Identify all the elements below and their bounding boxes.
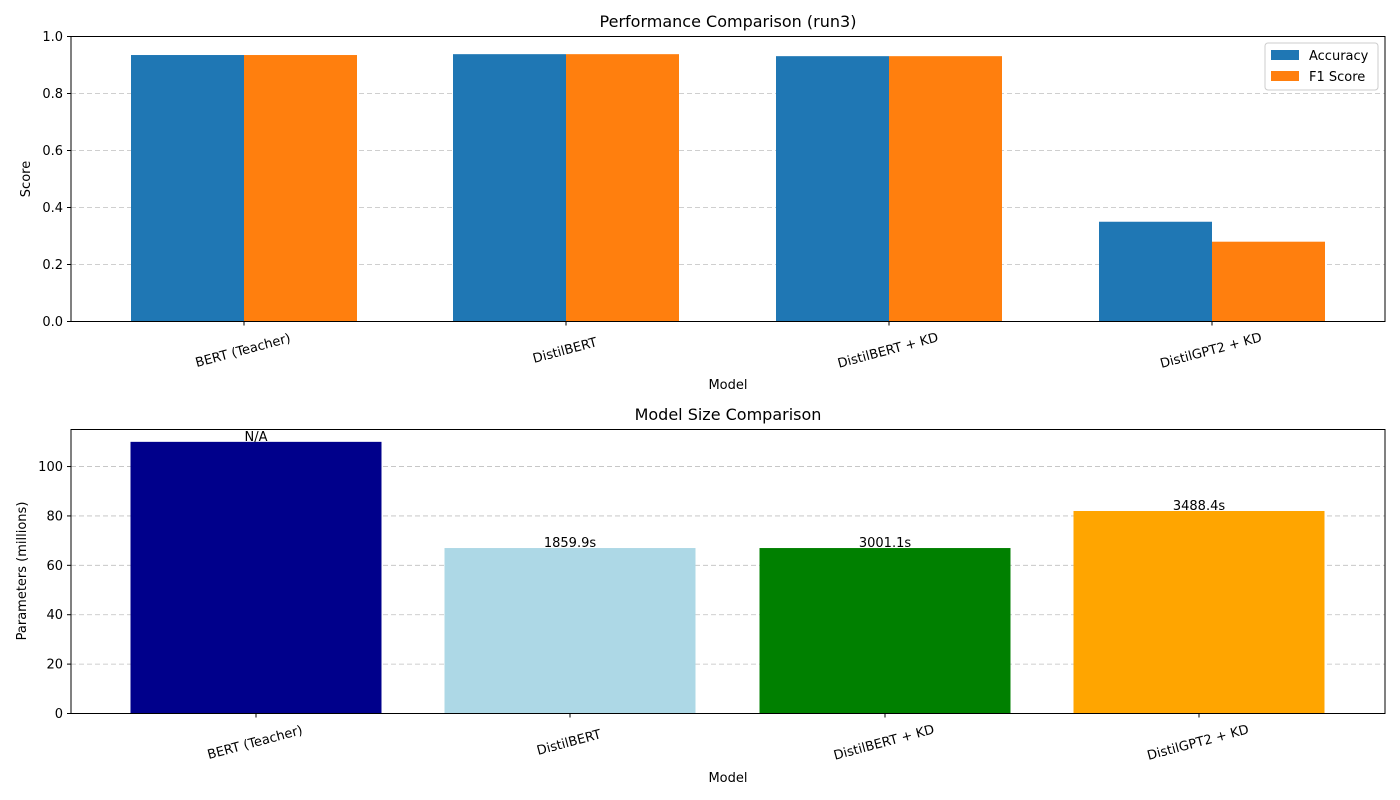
y-tick-label: 40 bbox=[46, 608, 63, 623]
y-tick-label: 60 bbox=[46, 559, 63, 574]
performance-plot-frame bbox=[70, 36, 1386, 322]
y-tick-label: 0.2 bbox=[42, 258, 63, 273]
performance-y-axis-label: Score bbox=[19, 161, 34, 197]
y-tick-label: 80 bbox=[46, 509, 63, 524]
y-tick-label: 0 bbox=[55, 707, 63, 722]
performance-x-axis-label: Model bbox=[708, 378, 747, 393]
bar-accuracy-bert-teacher bbox=[131, 55, 244, 322]
bar-size-distilgpt2-kd bbox=[1073, 510, 1325, 714]
x-tick-label-distilbert: DistilBERT bbox=[531, 335, 599, 367]
y-tick-label: 0.8 bbox=[42, 87, 63, 102]
performance-chart: Performance Comparison (run3) Model Scor… bbox=[19, 12, 1386, 393]
legend-swatch-accuracy bbox=[1271, 50, 1299, 60]
data-label-distilbert: 1859.9s bbox=[544, 536, 596, 551]
y-tick-label: 100 bbox=[38, 460, 63, 475]
x-tick-label-distilbert: DistilBERT bbox=[535, 727, 603, 759]
x-tick-label-distilgpt2-kd: DistilGPT2 + KD bbox=[1159, 330, 1264, 372]
x-tick-label-distilbert-kd: DistilBERT + KD bbox=[836, 330, 940, 371]
y-tick-label: 1.0 bbox=[42, 30, 63, 45]
bar-size-distilbert-kd bbox=[759, 548, 1011, 714]
y-tick-label: 0.6 bbox=[42, 144, 63, 159]
bar-f1-score-bert-teacher bbox=[244, 55, 357, 322]
size-chart-title: Model Size Comparison bbox=[635, 405, 822, 424]
size-plot-frame bbox=[70, 429, 1386, 714]
performance-legend: Accuracy F1 Score bbox=[1264, 42, 1379, 91]
y-tick-label: 20 bbox=[46, 658, 63, 673]
bar-accuracy-distilbert bbox=[453, 54, 566, 322]
size-x-axis-label: Model bbox=[708, 771, 747, 786]
bar-f1-score-distilbert-kd bbox=[889, 56, 1002, 322]
bar-f1-score-distilbert bbox=[566, 54, 679, 322]
data-label-bert-teacher: N/A bbox=[245, 430, 268, 445]
y-tick-label: 0.4 bbox=[42, 201, 63, 216]
x-tick-label-bert-teacher: BERT (Teacher) bbox=[206, 723, 304, 763]
bar-accuracy-distilgpt2-kd bbox=[1099, 221, 1212, 322]
legend-label-accuracy: Accuracy bbox=[1309, 49, 1369, 64]
bar-size-distilbert bbox=[444, 548, 696, 714]
size-y-axis-label: Parameters (millions) bbox=[15, 502, 30, 641]
y-tick-label: 0.0 bbox=[42, 315, 63, 330]
performance-chart-title: Performance Comparison (run3) bbox=[600, 12, 857, 31]
legend-label-f1: F1 Score bbox=[1309, 70, 1365, 85]
size-chart: Model Size Comparison Model Parameters (… bbox=[15, 405, 1386, 786]
x-tick-label-distilbert-kd: DistilBERT + KD bbox=[832, 722, 936, 763]
bar-f1-score-distilgpt2-kd bbox=[1212, 241, 1325, 322]
x-tick-label-bert-teacher: BERT (Teacher) bbox=[194, 331, 292, 371]
legend-swatch-f1 bbox=[1271, 71, 1299, 81]
bar-accuracy-distilbert-kd bbox=[776, 56, 889, 322]
data-label-distilgpt2-kd: 3488.4s bbox=[1173, 499, 1225, 514]
data-label-distilbert-kd: 3001.1s bbox=[859, 536, 911, 551]
bar-size-bert-teacher bbox=[130, 441, 382, 714]
x-tick-label-distilgpt2-kd: DistilGPT2 + KD bbox=[1146, 722, 1251, 764]
